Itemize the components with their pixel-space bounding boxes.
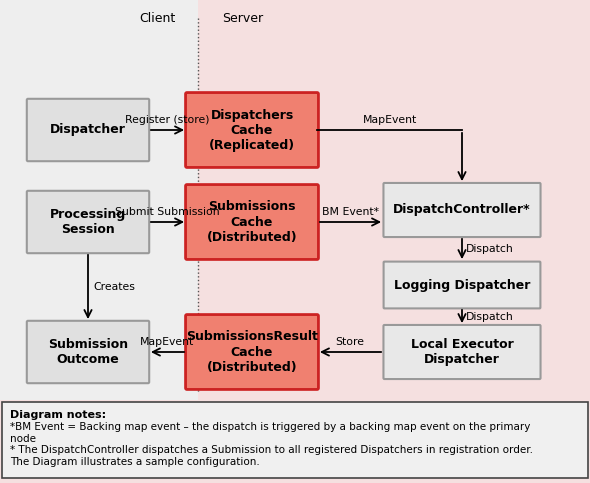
Text: SubmissionsResult
Cache
(Distributed): SubmissionsResult Cache (Distributed) <box>186 330 318 373</box>
FancyBboxPatch shape <box>186 93 319 168</box>
Text: Local Executor
Dispatcher: Local Executor Dispatcher <box>411 338 513 366</box>
Text: Submission
Outcome: Submission Outcome <box>48 338 128 366</box>
Text: Server: Server <box>222 12 263 25</box>
FancyBboxPatch shape <box>384 262 540 309</box>
Text: Register (store): Register (store) <box>124 115 209 125</box>
Text: Submissions
Cache
(Distributed): Submissions Cache (Distributed) <box>206 200 297 243</box>
Text: Submit Submission: Submit Submission <box>114 207 219 217</box>
FancyBboxPatch shape <box>186 185 319 259</box>
FancyBboxPatch shape <box>384 183 540 237</box>
Text: Client: Client <box>139 12 175 25</box>
Text: Store: Store <box>336 337 365 347</box>
FancyBboxPatch shape <box>27 191 149 253</box>
FancyBboxPatch shape <box>27 321 149 383</box>
FancyBboxPatch shape <box>186 314 319 389</box>
FancyBboxPatch shape <box>384 325 540 379</box>
Text: Diagram notes:: Diagram notes: <box>10 410 106 420</box>
Text: DispatchController*: DispatchController* <box>393 203 531 216</box>
Text: Logging Dispatcher: Logging Dispatcher <box>394 279 530 292</box>
Text: MapEvent: MapEvent <box>363 115 417 125</box>
Text: Creates: Creates <box>93 282 135 292</box>
FancyBboxPatch shape <box>27 99 149 161</box>
Text: MapEvent: MapEvent <box>140 337 194 347</box>
Text: *BM Event = Backing map event – the dispatch is triggered by a backing map event: *BM Event = Backing map event – the disp… <box>10 422 533 467</box>
Text: Dispatchers
Cache
(Replicated): Dispatchers Cache (Replicated) <box>209 109 295 152</box>
Text: Dispatch: Dispatch <box>466 244 514 254</box>
FancyBboxPatch shape <box>2 402 588 478</box>
Text: Dispatcher: Dispatcher <box>50 124 126 137</box>
FancyBboxPatch shape <box>0 0 198 400</box>
Text: Processing
Session: Processing Session <box>50 208 126 236</box>
Text: Dispatch: Dispatch <box>466 312 514 322</box>
Text: BM Event*: BM Event* <box>322 207 379 217</box>
